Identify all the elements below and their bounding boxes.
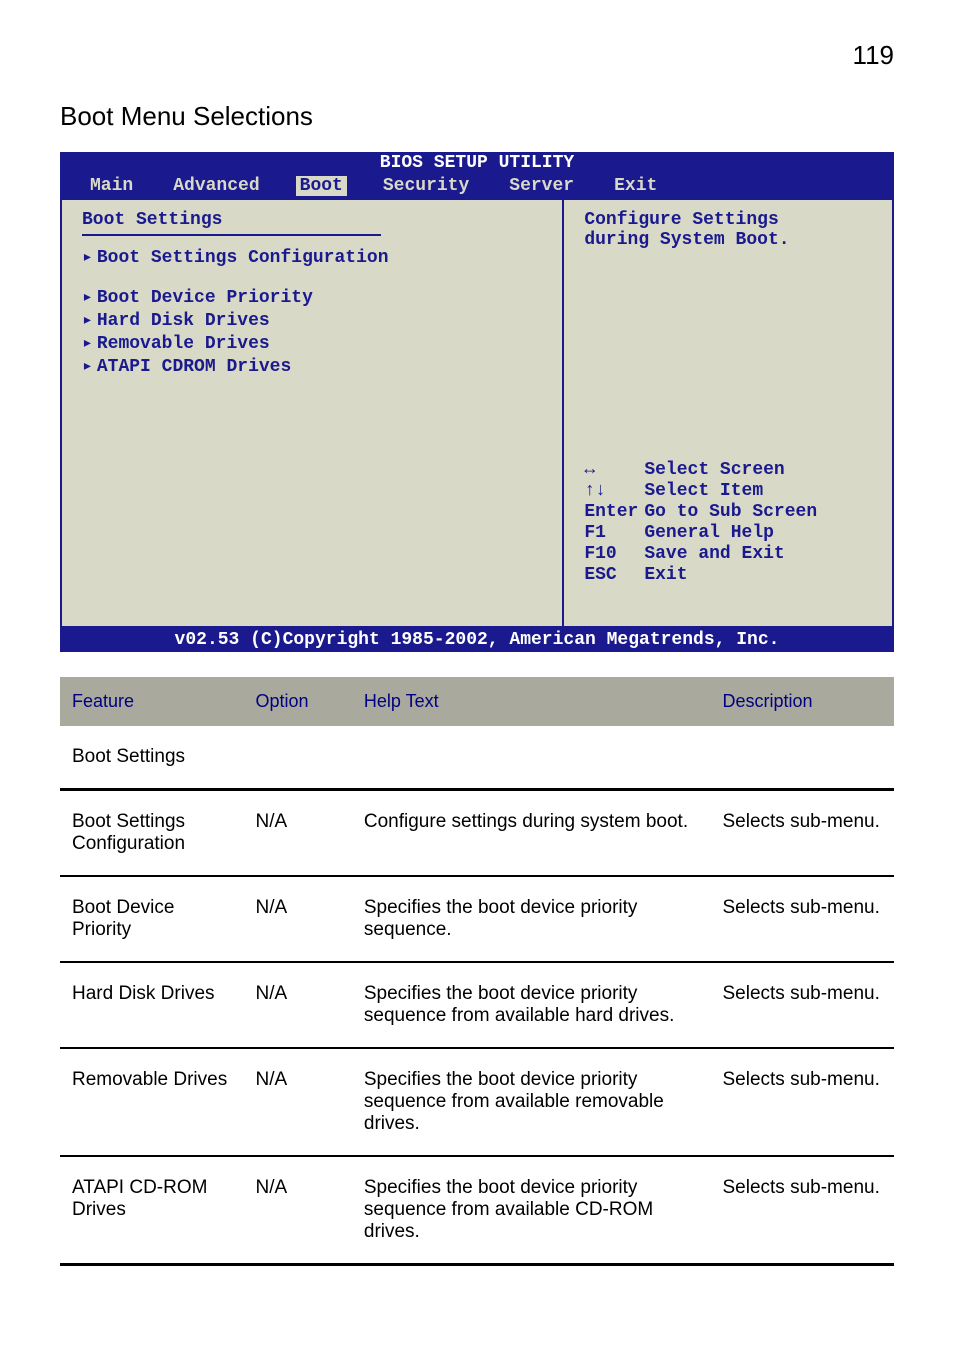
key-action: Select Item xyxy=(644,481,763,501)
cell-helptext: Specifies the boot device priority seque… xyxy=(352,1156,711,1265)
cell-description: Selects sub-menu. xyxy=(711,790,895,877)
config-line2: during System Boot. xyxy=(584,230,872,250)
key-action: Select Screen xyxy=(644,460,784,480)
bios-left-panel: Boot Settings ▸Boot Settings Configurati… xyxy=(60,198,563,628)
key-hint-row: EnterGo to Sub Screen xyxy=(584,502,872,522)
cell-description: Selects sub-menu. xyxy=(711,962,895,1048)
bios-item-label: Boot Device Priority xyxy=(97,288,313,308)
arrow-icon: ▸ xyxy=(82,357,93,377)
key-action: Exit xyxy=(644,565,687,585)
cell-feature: Removable Drives xyxy=(60,1048,243,1156)
table-row: Removable Drives N/A Specifies the boot … xyxy=(60,1048,894,1156)
menu-exit[interactable]: Exit xyxy=(594,176,677,196)
cell-option: N/A xyxy=(243,876,351,962)
bios-item-label: Boot Settings Configuration xyxy=(97,248,389,268)
config-text: Configure Settings during System Boot. xyxy=(584,210,872,250)
key-hint-row: F1General Help xyxy=(584,523,872,543)
cell-option xyxy=(243,726,351,790)
spacer xyxy=(82,269,542,285)
boot-settings-heading: Boot Settings xyxy=(82,210,542,230)
bios-right-panel: Configure Settings during System Boot. ↔… xyxy=(563,198,894,628)
cell-description: Selects sub-menu. xyxy=(711,1048,895,1156)
key-label: ESC xyxy=(584,565,644,585)
table-header-option: Option xyxy=(243,677,351,726)
cell-description: Selects sub-menu. xyxy=(711,1156,895,1265)
bios-menu-bar: Main Advanced Boot Security Server Exit xyxy=(60,174,894,198)
cell-feature: Hard Disk Drives xyxy=(60,962,243,1048)
key-hint-row: ↑↓Select Item xyxy=(584,481,872,501)
feature-table: Feature Option Help Text Description Boo… xyxy=(60,677,894,1266)
bios-content: Boot Settings ▸Boot Settings Configurati… xyxy=(60,198,894,628)
cell-feature: Boot Settings xyxy=(60,726,243,790)
arrow-icon: ▸ xyxy=(82,248,93,268)
key-hints: ↔Select Screen ↑↓Select Item EnterGo to … xyxy=(584,459,872,616)
table-row: Boot Device Priority N/A Specifies the b… xyxy=(60,876,894,962)
table-header-helptext: Help Text xyxy=(352,677,711,726)
cell-feature: ATAPI CD-ROM Drives xyxy=(60,1156,243,1265)
menu-security[interactable]: Security xyxy=(363,176,489,196)
cell-helptext: Specifies the boot device priority seque… xyxy=(352,1048,711,1156)
key-label: Enter xyxy=(584,502,644,522)
key-label: ↑↓ xyxy=(584,481,644,501)
cell-option: N/A xyxy=(243,962,351,1048)
key-hint-row: F10Save and Exit xyxy=(584,544,872,564)
table-row: Hard Disk Drives N/A Specifies the boot … xyxy=(60,962,894,1048)
bios-title: BIOS SETUP UTILITY xyxy=(60,152,894,174)
cell-option: N/A xyxy=(243,1048,351,1156)
cell-feature: Boot Device Priority xyxy=(60,876,243,962)
boot-settings-divider xyxy=(82,234,381,236)
table-header-row: Feature Option Help Text Description xyxy=(60,677,894,726)
cell-feature: Boot Settings Configuration xyxy=(60,790,243,877)
key-hint-row: ESCExit xyxy=(584,565,872,585)
key-action: Go to Sub Screen xyxy=(644,502,817,522)
cell-helptext: Configure settings during system boot. xyxy=(352,790,711,877)
key-hint-row: ↔Select Screen xyxy=(584,460,872,480)
cell-option: N/A xyxy=(243,790,351,877)
page-number: 119 xyxy=(60,40,894,71)
cell-helptext: Specifies the boot device priority seque… xyxy=(352,876,711,962)
menu-boot[interactable]: Boot xyxy=(296,176,347,196)
arrow-icon: ▸ xyxy=(82,311,93,331)
table-header-description: Description xyxy=(711,677,895,726)
arrow-icon: ▸ xyxy=(82,288,93,308)
bios-item-removable-drives[interactable]: ▸Removable Drives xyxy=(82,332,542,354)
cell-description xyxy=(711,726,895,790)
arrow-icon: ▸ xyxy=(82,334,93,354)
menu-advanced[interactable]: Advanced xyxy=(153,176,279,196)
bios-item-label: ATAPI CDROM Drives xyxy=(97,357,291,377)
key-label: ↔ xyxy=(584,460,644,480)
key-action: Save and Exit xyxy=(644,544,784,564)
cell-helptext: Specifies the boot device priority seque… xyxy=(352,962,711,1048)
menu-main[interactable]: Main xyxy=(70,176,153,196)
key-label: F10 xyxy=(584,544,644,564)
table-header-feature: Feature xyxy=(60,677,243,726)
config-line1: Configure Settings xyxy=(584,210,872,230)
bios-item-boot-device-priority[interactable]: ▸Boot Device Priority xyxy=(82,286,542,308)
menu-server[interactable]: Server xyxy=(489,176,594,196)
cell-helptext xyxy=(352,726,711,790)
key-label: F1 xyxy=(584,523,644,543)
table-row: ATAPI CD-ROM Drives N/A Specifies the bo… xyxy=(60,1156,894,1265)
bios-item-atapi-cdrom-drives[interactable]: ▸ATAPI CDROM Drives xyxy=(82,355,542,377)
bios-item-label: Hard Disk Drives xyxy=(97,311,270,331)
section-title: Boot Menu Selections xyxy=(60,101,894,132)
bios-window: BIOS SETUP UTILITY Main Advanced Boot Se… xyxy=(60,152,894,652)
bios-item-hard-disk-drives[interactable]: ▸Hard Disk Drives xyxy=(82,309,542,331)
bios-footer: v02.53 (C)Copyright 1985-2002, American … xyxy=(60,628,894,652)
cell-description: Selects sub-menu. xyxy=(711,876,895,962)
cell-option: N/A xyxy=(243,1156,351,1265)
table-row: Boot Settings Configuration N/A Configur… xyxy=(60,790,894,877)
bios-item-label: Removable Drives xyxy=(97,334,270,354)
bios-item-boot-settings-config[interactable]: ▸Boot Settings Configuration xyxy=(82,246,542,268)
key-action: General Help xyxy=(644,523,774,543)
table-row: Boot Settings xyxy=(60,726,894,790)
